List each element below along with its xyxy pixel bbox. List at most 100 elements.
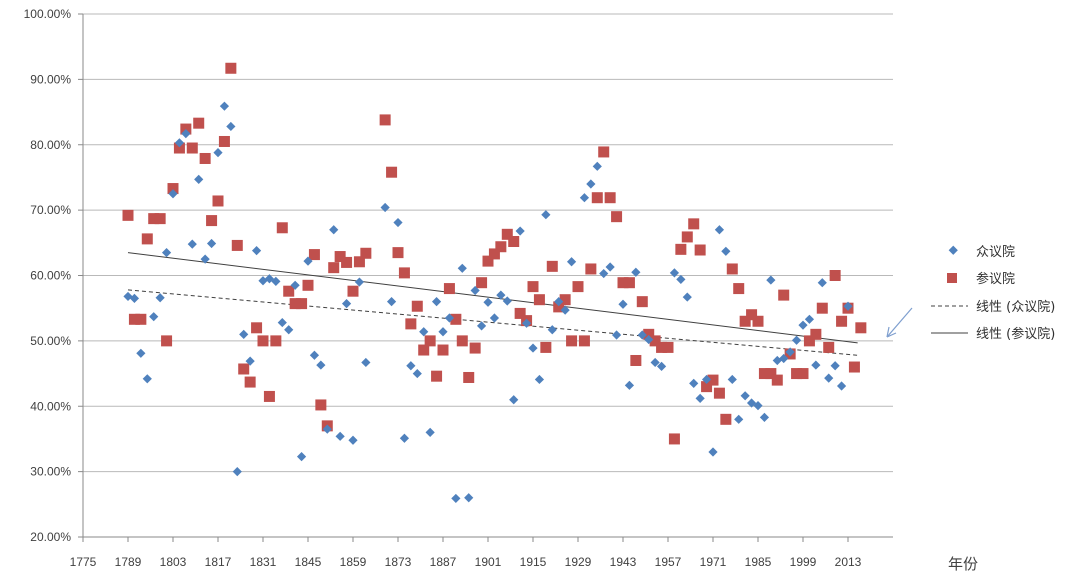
data-point-senate (739, 315, 751, 327)
data-point-senate (701, 381, 713, 393)
data-point-house (464, 493, 474, 503)
data-point-senate (630, 354, 642, 366)
data-point-house (399, 433, 410, 443)
data-point-senate (643, 328, 655, 340)
data-point-house (650, 357, 660, 368)
legend-label-house: 众议院 (976, 245, 1015, 260)
data-point-senate (656, 341, 668, 353)
data-point-senate (855, 322, 867, 334)
data-point-senate (212, 195, 224, 207)
x-tick-label: 1971 (700, 555, 727, 569)
data-point-house (701, 374, 712, 385)
data-point-house (779, 353, 789, 364)
data-point-house (136, 348, 146, 358)
x-tick-label: 1859 (340, 555, 367, 569)
data-point-house (296, 451, 307, 462)
data-point-house (599, 268, 609, 279)
data-point-senate (810, 328, 822, 340)
data-point-house (618, 299, 628, 309)
data-point-house (142, 374, 152, 384)
data-point-house (168, 189, 178, 199)
data-point-house (496, 290, 506, 300)
data-point-house (753, 400, 763, 411)
legend-item-senate: 参议院 (947, 271, 1015, 287)
data-point-house (766, 275, 776, 285)
data-point-house (245, 356, 255, 366)
data-point-senate (456, 335, 468, 347)
data-point-house (521, 318, 532, 328)
data-point-house (200, 254, 210, 264)
data-point-senate (559, 294, 571, 306)
data-point-house (682, 292, 692, 302)
data-point-house (579, 193, 590, 203)
data-point-senate (141, 233, 153, 245)
data-point-senate (623, 277, 635, 289)
data-point-house (624, 380, 635, 390)
data-point-senate (476, 277, 488, 289)
data-point-senate (553, 301, 565, 313)
data-point-senate (353, 256, 365, 268)
data-point-house (155, 293, 165, 303)
data-point-senate (778, 289, 790, 301)
data-point-house (149, 312, 159, 322)
data-point-house (251, 246, 262, 256)
data-point-senate (733, 283, 745, 295)
legend-item-house: 众议院 (948, 245, 1015, 260)
data-point-house (676, 274, 686, 285)
data-point-senate (206, 215, 218, 227)
data-point-house (566, 257, 577, 267)
data-point-house (341, 299, 352, 309)
y-tick-label: 80.00% (30, 138, 71, 152)
data-point-senate (527, 281, 539, 293)
data-point-house (181, 129, 191, 139)
data-point-senate (604, 192, 616, 204)
data-point-senate (173, 142, 185, 154)
arrow-head-left (886, 326, 890, 338)
data-point-house (708, 447, 718, 457)
data-point-house (824, 373, 834, 383)
data-point-senate (418, 344, 430, 356)
data-point-house (451, 493, 461, 504)
data-point-house (547, 325, 557, 335)
data-point-senate (797, 368, 809, 380)
data-point-senate (411, 300, 423, 312)
y-tick-label: 60.00% (30, 269, 71, 283)
y-tick-label: 20.00% (30, 530, 71, 544)
data-point-house (605, 262, 615, 272)
data-point-house (393, 217, 403, 228)
data-point-senate (752, 315, 764, 327)
x-tick-label: 1817 (205, 555, 232, 569)
y-tick-label: 100.00% (24, 7, 72, 21)
y-tick-label: 50.00% (30, 334, 71, 348)
data-point-senate (231, 239, 243, 251)
data-point-senate (668, 433, 680, 445)
arrow-shaft (886, 307, 913, 338)
data-point-senate (347, 285, 359, 297)
data-point-house (541, 210, 551, 220)
data-point-senate (649, 335, 661, 347)
data-point-senate (469, 342, 481, 354)
data-point-house (303, 256, 313, 266)
x-tick-label: 1775 (70, 555, 97, 569)
data-point-senate (572, 281, 584, 293)
data-point-senate (296, 298, 308, 310)
data-point-senate (276, 222, 288, 234)
data-point-senate (829, 270, 841, 281)
x-axis-label: 年份 (948, 555, 978, 573)
data-point-house (830, 361, 840, 371)
data-point-house (483, 297, 493, 307)
data-point-senate (128, 313, 140, 325)
data-point-house (843, 301, 853, 311)
data-point-senate (848, 361, 860, 373)
data-point-senate (662, 341, 674, 353)
data-point-senate (302, 279, 314, 291)
data-point-house (811, 360, 821, 370)
data-point-house (457, 263, 467, 273)
annotation-arrow (886, 307, 913, 338)
data-point-senate (791, 368, 803, 380)
data-point-house (656, 361, 667, 371)
data-point-senate (238, 363, 250, 375)
data-point-senate (688, 218, 700, 230)
arrow-head-right (886, 332, 897, 338)
data-point-senate (540, 341, 552, 353)
